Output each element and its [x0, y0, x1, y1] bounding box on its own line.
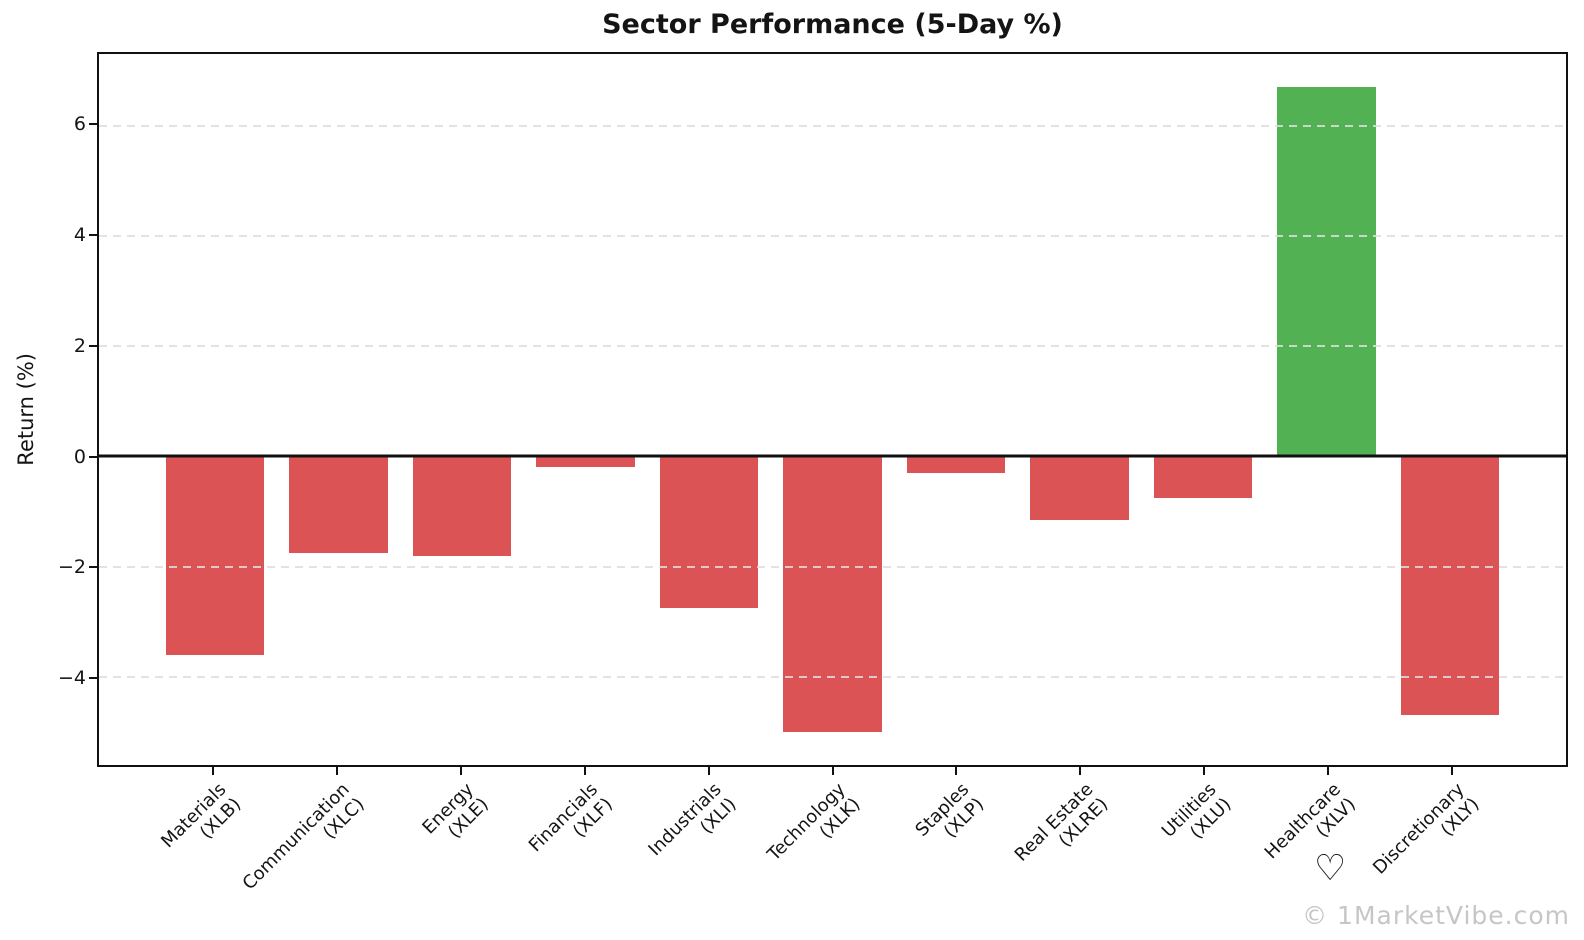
- bar-xly: [1400, 456, 1500, 716]
- bar-xlp: [906, 456, 1006, 473]
- bar-xlf: [536, 456, 635, 468]
- y-tick-6: [89, 123, 97, 126]
- bar-xlk: [783, 456, 882, 732]
- x-tick-xly: [1450, 767, 1453, 775]
- y-tick-label--2: −2: [57, 556, 86, 579]
- x-label-xle: Energy (XLE): [418, 779, 492, 853]
- x-tick-xle: [460, 767, 463, 775]
- plot-area: [97, 52, 1568, 767]
- y-tick-label-0: 0: [73, 445, 86, 468]
- x-label-xlu: Utilities (XLU): [1158, 779, 1236, 857]
- x-tick-xlc: [336, 767, 339, 775]
- y-tick-label-4: 4: [73, 223, 86, 246]
- gridline-y--4: [99, 675, 1566, 678]
- y-tick--2: [89, 566, 97, 569]
- x-label-xlf: Financials (XLF): [524, 779, 616, 871]
- bar-xlv: [1277, 87, 1376, 457]
- y-tick-label-6: 6: [73, 113, 86, 136]
- bar-xlb: [165, 456, 265, 655]
- x-tick-xlf: [583, 767, 586, 775]
- bar-xle: [412, 456, 512, 556]
- gridline-y--2: [99, 565, 1566, 568]
- gridline-y-4: [99, 234, 1566, 237]
- x-tick-xlp: [955, 767, 958, 775]
- bar-xlc: [289, 456, 388, 553]
- y-tick-label-2: 2: [73, 334, 86, 357]
- gridline-y-6: [99, 124, 1566, 127]
- chart-title: Sector Performance (5-Day %): [602, 9, 1063, 40]
- y-axis-label: Return (%): [14, 52, 38, 767]
- x-tick-xlv: [1326, 767, 1329, 775]
- x-label-xlc: Communication (XLC): [239, 779, 369, 909]
- x-label-xly: Discretionary (XLY): [1369, 779, 1483, 893]
- x-tick-xlre: [1079, 767, 1082, 775]
- bar-xli: [659, 456, 759, 608]
- bar-xlu: [1153, 456, 1253, 498]
- zero-line: [99, 454, 1566, 458]
- x-label-xlre: Real Estate (XLRE): [1010, 779, 1111, 880]
- y-tick-label--4: −4: [57, 667, 86, 690]
- y-tick-4: [89, 233, 97, 236]
- watermark: © 1MarketVibe.com: [1302, 901, 1570, 930]
- y-tick--4: [89, 677, 97, 680]
- x-tick-xli: [707, 767, 710, 775]
- x-tick-xlb: [212, 767, 215, 775]
- x-label-xlb: Materials (XLB): [157, 779, 245, 867]
- x-tick-xlu: [1202, 767, 1205, 775]
- x-label-xli: Industrials (XLI): [644, 779, 740, 875]
- heart-outline-icon: ♡: [1314, 848, 1347, 889]
- bar-xlre: [1030, 456, 1129, 520]
- y-tick-0: [89, 455, 97, 458]
- x-label-xlk: Technology (XLK): [763, 779, 864, 880]
- x-label-xlp: Staples (XLP): [911, 779, 988, 856]
- x-tick-xlk: [831, 767, 834, 775]
- gridline-y-2: [99, 345, 1566, 348]
- y-tick-2: [89, 344, 97, 347]
